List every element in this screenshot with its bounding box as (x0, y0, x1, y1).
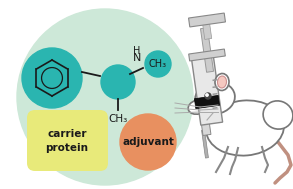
Circle shape (17, 9, 193, 185)
Bar (202, 21, 212, 39)
Text: CH₃: CH₃ (108, 114, 128, 124)
Bar (189, 49, 225, 61)
FancyBboxPatch shape (27, 110, 108, 171)
Ellipse shape (263, 101, 293, 129)
Text: carrier
protein: carrier protein (45, 129, 88, 153)
Bar (212, 100, 218, 102)
Bar (202, 130, 208, 158)
Circle shape (205, 93, 211, 99)
Ellipse shape (217, 76, 226, 88)
Text: CH₃: CH₃ (149, 59, 167, 69)
Circle shape (120, 114, 176, 170)
Text: adjuvant: adjuvant (122, 137, 174, 147)
Bar (189, 13, 225, 27)
Bar (212, 86, 218, 88)
Circle shape (206, 94, 208, 96)
Circle shape (22, 48, 82, 108)
Text: H: H (133, 46, 141, 56)
Ellipse shape (188, 100, 208, 114)
Bar (195, 95, 219, 109)
Ellipse shape (206, 100, 284, 156)
Bar (201, 121, 211, 136)
Text: N: N (133, 53, 141, 63)
Circle shape (145, 51, 171, 77)
Bar (212, 79, 218, 81)
Ellipse shape (195, 82, 235, 114)
Bar (191, 55, 223, 125)
Bar (212, 107, 218, 109)
Circle shape (101, 65, 135, 99)
Bar (212, 93, 218, 95)
Ellipse shape (215, 74, 229, 91)
Bar (200, 28, 214, 72)
